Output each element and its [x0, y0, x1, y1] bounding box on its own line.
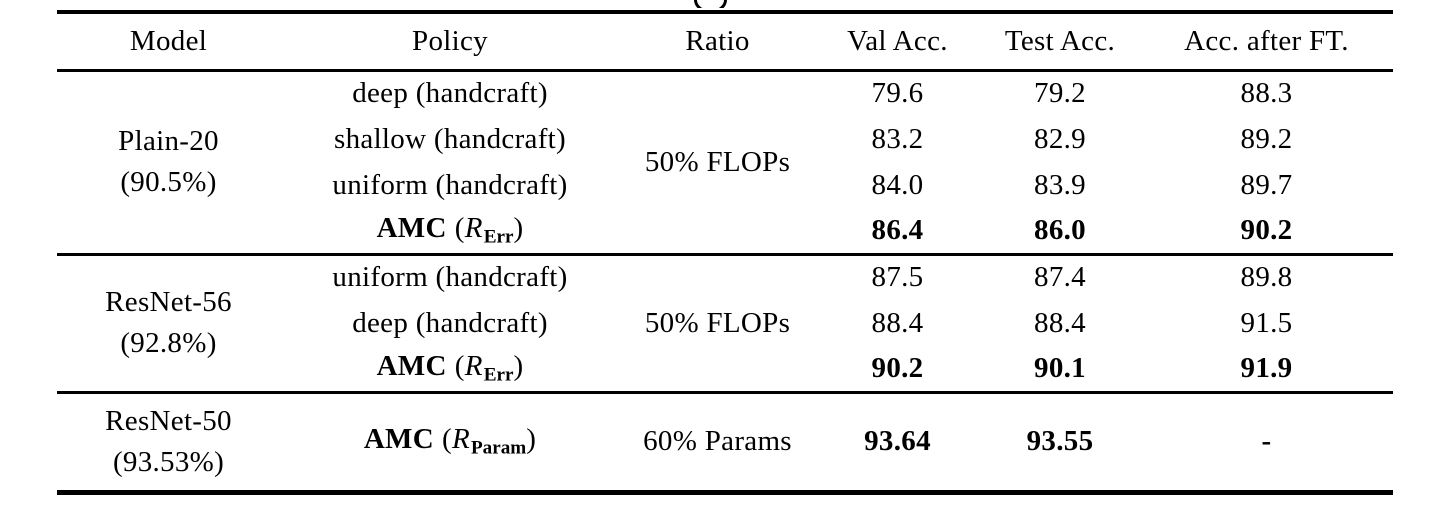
col-header-val-acc: Val Acc. — [815, 12, 980, 72]
amc-label: AMC — [376, 350, 447, 383]
policy-cell: uniform (handcraft) — [280, 252, 620, 300]
ratio-cell: 60% Params — [620, 390, 815, 492]
amc-open-paren: ( — [454, 350, 465, 383]
policy-cell-amc: AMC (RErr) — [280, 346, 620, 392]
table-row: Plain-20 (90.5%) deep (handcraft) 50% FL… — [57, 70, 1393, 198]
col-header-test-acc: Test Acc. — [980, 12, 1140, 72]
val-acc-cell: 87.5 — [815, 252, 980, 300]
model-baseline: (92.8%) — [120, 327, 217, 359]
model-name: ResNet-50 — [105, 404, 232, 437]
ft-acc-cell: 89.8 — [1140, 252, 1393, 300]
ft-acc-cell: 89.2 — [1240, 122, 1293, 155]
amc-close-paren: ) — [513, 350, 524, 383]
test-acc-cell: 86.0 — [1034, 213, 1086, 246]
caption-remnant-glyph — [692, 0, 728, 8]
amc-reward-subscript: Err — [483, 364, 514, 386]
policy-cell-amc: AMC (RParam) — [280, 390, 620, 492]
amc-close-paren: ) — [526, 423, 537, 456]
policy-cell: shallow (handcraft) — [334, 122, 566, 155]
test-acc-cell: 87.4 — [980, 252, 1140, 300]
ft-acc-cell: 90.2 — [1240, 213, 1293, 246]
model-cell: ResNet-50 (93.53%) — [57, 390, 280, 492]
policy-cell: deep (handcraft) — [352, 306, 548, 339]
group-resnet-56: ResNet-56 (92.8%) uniform (handcraft) 50… — [57, 252, 1393, 392]
table-row: shallow (handcraft) 83.2 82.9 89.2 — [57, 116, 1393, 162]
amc-label: AMC — [363, 423, 434, 456]
policy-cell: uniform (handcraft) — [332, 168, 568, 201]
amc-open-paren: ( — [454, 212, 465, 245]
amc-reward-var: R — [451, 423, 470, 456]
model-name: ResNet-56 — [105, 286, 232, 318]
test-acc-cell: 82.9 — [1034, 122, 1086, 155]
group-resnet-50: ResNet-50 (93.53%) AMC (RParam) 60% Param… — [57, 390, 1393, 492]
table-row: ResNet-56 (92.8%) uniform (handcraft) 50… — [57, 252, 1393, 392]
policy-cell-amc: AMC (RErr) — [280, 208, 620, 254]
model-baseline: (90.5%) — [120, 166, 217, 198]
amc-reward-subscript: Param — [470, 437, 527, 459]
col-header-model: Model — [57, 12, 280, 72]
model-cell: Plain-20 (90.5%) — [57, 70, 280, 254]
model-cell: ResNet-56 (92.8%) — [57, 252, 280, 392]
header-row: Model Policy Ratio Val Acc. Test Acc. Ac… — [57, 12, 1393, 72]
val-acc-cell: 83.2 — [871, 122, 924, 155]
amc-reward-subscript: Err — [483, 226, 514, 248]
test-acc-cell: 93.55 — [980, 390, 1140, 492]
test-acc-cell: 90.1 — [1034, 351, 1086, 384]
val-acc-cell: 90.2 — [871, 351, 924, 384]
val-acc-cell: 86.4 — [871, 213, 924, 246]
ratio-cell: 50% FLOPs — [620, 252, 815, 392]
test-acc-cell: 88.4 — [1034, 306, 1086, 339]
group-plain-20: Plain-20 (90.5%) deep (handcraft) 50% FL… — [57, 70, 1393, 254]
model-baseline: (93.53%) — [112, 445, 225, 478]
ft-acc-cell: 88.3 — [1240, 77, 1293, 110]
table-row-amc: ResNet-50 (93.53%) AMC (RParam) 60% Param… — [57, 390, 1393, 492]
table-row: uniform (handcraft) 84.0 83.9 89.7 — [57, 162, 1393, 208]
ft-acc-cell: 89.7 — [1240, 168, 1293, 201]
amc-reward-var: R — [464, 212, 483, 245]
amc-open-paren: ( — [441, 423, 452, 456]
ratio-cell: 50% FLOPs — [644, 145, 791, 178]
col-header-ratio: Ratio — [620, 12, 815, 72]
ft-acc-cell: 91.9 — [1240, 351, 1293, 384]
table-row-amc: AMC (RErr) 90.2 90.1 91.9 — [57, 346, 1393, 392]
amc-reward-var: R — [464, 350, 483, 383]
table-row-amc: AMC (RErr) 86.4 86.0 90.2 — [57, 208, 1393, 254]
results-table: Model Policy Ratio Val Acc. Test Acc. Ac… — [57, 10, 1393, 495]
glyph-arc — [694, 0, 727, 8]
amc-label: AMC — [376, 212, 447, 245]
ft-acc-cell: - — [1140, 390, 1393, 492]
table-header: Model Policy Ratio Val Acc. Test Acc. Ac… — [57, 12, 1393, 72]
policy-cell: deep (handcraft) — [352, 77, 548, 110]
amc-close-paren: ) — [513, 212, 524, 245]
col-header-policy: Policy — [280, 12, 620, 72]
test-acc-cell: 83.9 — [1034, 168, 1086, 201]
val-acc-cell: 88.4 — [871, 306, 924, 339]
val-acc-cell: 79.6 — [871, 77, 924, 110]
ft-acc-cell: 91.5 — [1240, 306, 1293, 339]
val-acc-cell: 84.0 — [871, 168, 924, 201]
test-acc-cell: 79.2 — [1034, 77, 1086, 110]
col-header-acc-after-ft: Acc. after FT. — [1140, 12, 1393, 72]
table-row: deep (handcraft) 88.4 88.4 91.5 — [57, 300, 1393, 346]
model-name: Plain-20 — [118, 125, 219, 157]
val-acc-cell: 93.64 — [815, 390, 980, 492]
